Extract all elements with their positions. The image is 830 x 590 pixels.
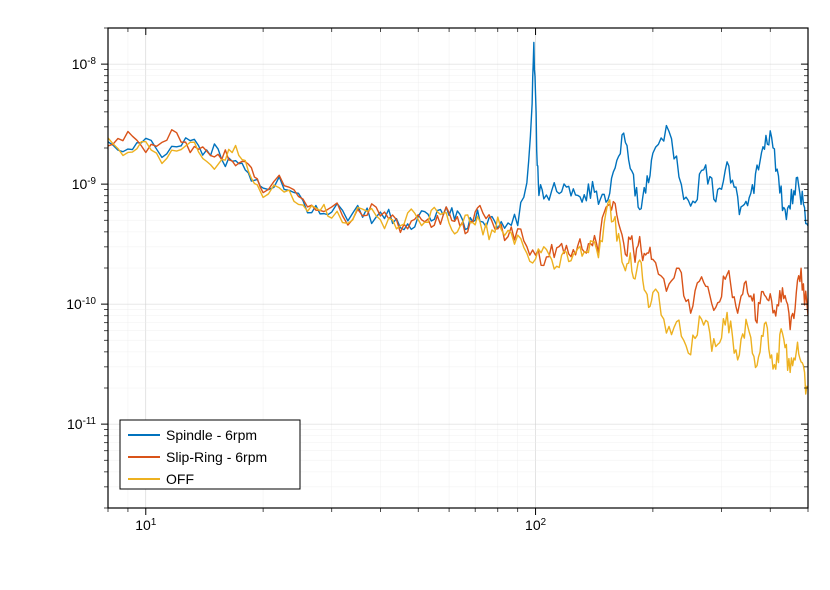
- spectrum-chart: 10110210-1110-1010-910-8Spindle - 6rpmSl…: [0, 0, 830, 590]
- legend-label: Spindle - 6rpm: [166, 427, 257, 443]
- legend-label: OFF: [166, 471, 194, 487]
- legend-label: Slip-Ring - 6rpm: [166, 449, 267, 465]
- chart-container: 10110210-1110-1010-910-8Spindle - 6rpmSl…: [0, 0, 830, 590]
